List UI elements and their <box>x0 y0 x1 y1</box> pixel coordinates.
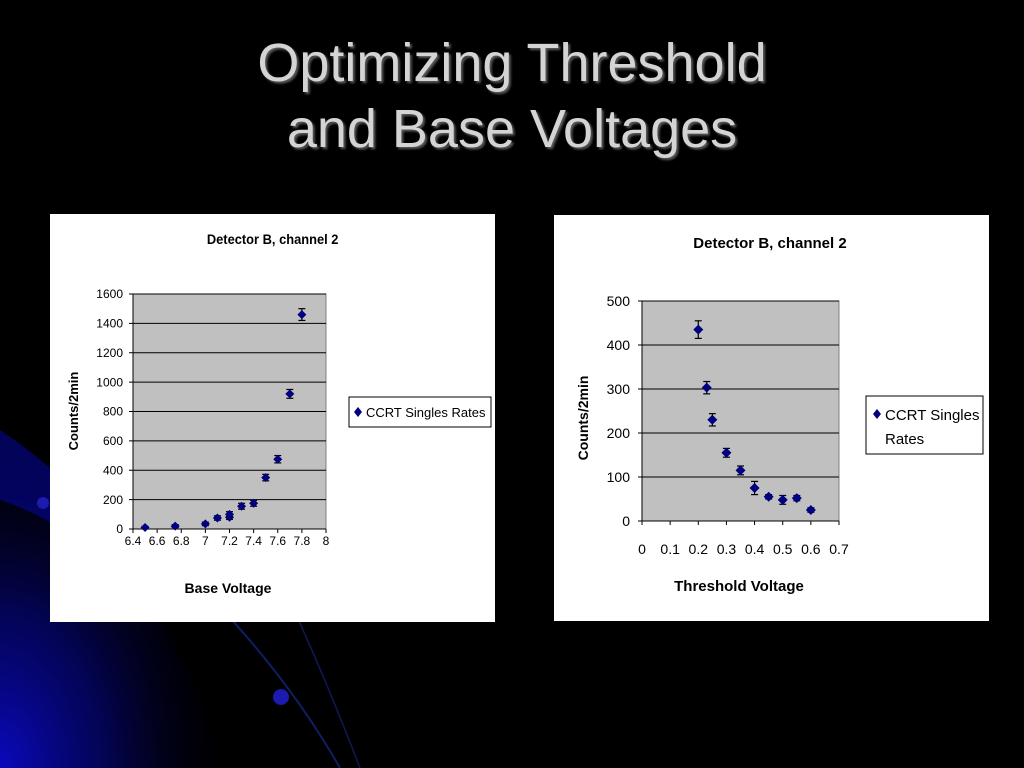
data-point <box>261 473 271 483</box>
y-tick-label: 800 <box>103 405 123 419</box>
slide-title-line1: Optimizing Threshold <box>257 33 767 93</box>
data-point <box>749 483 760 493</box>
legend-label-text-line2: Rates <box>885 431 924 448</box>
data-point <box>249 498 259 508</box>
x-tick-label: 0.6 <box>801 541 821 557</box>
data-points <box>693 320 816 515</box>
y-tick-label: 200 <box>607 425 631 441</box>
legend-box <box>865 395 984 455</box>
x-tick-label: 7.6 <box>269 534 286 548</box>
data-point <box>721 447 732 458</box>
x-tick-label: 0.4 <box>745 541 765 557</box>
chart-panel-threshold-voltage: Detector B, channel 2 0 100 200 300 400 500 0… <box>554 215 989 621</box>
x-tick-label: 7.4 <box>245 534 262 548</box>
legend-label: CCRT Singles Rates <box>366 405 486 420</box>
data-point <box>297 310 307 320</box>
x-axis-ticks: 0 0.1 0.2 0.3 0.4 0.5 0.6 0.7 <box>638 520 849 557</box>
x-tick-label: 0.3 <box>717 541 737 557</box>
x-tick-label: 0.2 <box>689 541 709 557</box>
x-tick-label: 7 <box>202 534 209 548</box>
data-point <box>285 389 295 399</box>
slide-title: Optimizing Threshold and Base Voltages <box>0 30 1024 162</box>
data-point <box>791 493 802 504</box>
y-tick-label: 1000 <box>96 375 123 389</box>
y-tick-label: 1200 <box>96 346 123 360</box>
y-tick-label: 0 <box>622 513 630 529</box>
y-axis-ticks: 0 100 200 300 400 500 <box>607 293 643 529</box>
x-axis-label: Base Voltage <box>185 580 272 596</box>
y-tick-label: 600 <box>103 434 123 448</box>
y-tick-label: 100 <box>607 469 631 485</box>
y-axis-label: Counts/2min <box>66 372 81 451</box>
y-axis-label: Counts/2min <box>575 376 591 461</box>
legend: CCRT Singles Rates <box>865 395 984 455</box>
x-tick-label: 7.2 <box>221 534 238 548</box>
x-tick-label: 0 <box>638 541 646 557</box>
legend: CCRT Singles Rates <box>348 396 492 428</box>
scatter-chart-base-voltage: Detector B, channel 2 0 200 400 600 800 1000 1… <box>66 232 492 596</box>
y-axis-ticks: 0 200 400 600 800 1000 1200 1400 1600 <box>96 287 134 536</box>
x-tick-label: 8 <box>323 534 330 548</box>
y-tick-label: 1600 <box>96 287 123 301</box>
y-tick-label: 0 <box>116 522 123 536</box>
legend-diamond-icon <box>873 409 881 419</box>
data-point <box>237 501 247 511</box>
data-point <box>777 494 788 505</box>
y-tick-label: 400 <box>607 337 631 353</box>
x-tick-label: 0.5 <box>773 541 793 557</box>
x-tick-label: 6.4 <box>125 534 142 548</box>
data-points <box>140 308 307 533</box>
y-tick-label: 300 <box>607 381 631 397</box>
legend-box <box>348 396 492 428</box>
x-tick-label: 0.7 <box>829 541 849 557</box>
y-tick-label: 200 <box>103 493 123 507</box>
data-point <box>170 521 180 531</box>
data-point <box>225 509 234 519</box>
chart-panel-base-voltage: Detector B, channel 2 0 200 400 600 800 1000 1… <box>50 214 495 622</box>
data-point <box>763 491 774 502</box>
decor-dot <box>37 497 49 509</box>
legend-diamond-icon <box>354 407 362 417</box>
y-tick-label: 400 <box>103 463 123 477</box>
decor-dot <box>273 689 289 705</box>
data-point <box>735 465 746 476</box>
x-tick-label: 6.8 <box>173 534 190 548</box>
scatter-chart-threshold-voltage: Detector B, channel 2 0 100 200 300 400 500 0… <box>575 235 984 595</box>
legend-label: CCRT Singles Rates <box>885 407 984 448</box>
plot-area <box>641 300 840 522</box>
legend-label-text: CCRT Singles <box>885 407 979 424</box>
data-point <box>707 414 718 425</box>
x-axis-label: Threshold Voltage <box>674 578 804 595</box>
data-point <box>805 505 816 515</box>
data-point <box>693 324 704 335</box>
x-axis-ticks: 6.4 6.6 6.8 7 7.2 7.4 7.6 7.8 8 <box>125 528 330 548</box>
data-point <box>273 454 283 464</box>
data-point <box>701 382 712 393</box>
y-tick-label: 500 <box>607 293 631 309</box>
data-point <box>200 519 210 529</box>
x-tick-label: 0.1 <box>660 541 680 557</box>
chart-title: Detector B, channel 2 <box>693 235 846 252</box>
x-tick-label: 6.6 <box>149 534 166 548</box>
slide-title-line2: and Base Voltages <box>286 99 738 159</box>
x-tick-label: 7.8 <box>294 534 311 548</box>
y-tick-label: 1400 <box>96 317 123 331</box>
data-point <box>212 513 222 523</box>
chart-title: Detector B, channel 2 <box>207 232 339 248</box>
data-point <box>140 523 150 533</box>
